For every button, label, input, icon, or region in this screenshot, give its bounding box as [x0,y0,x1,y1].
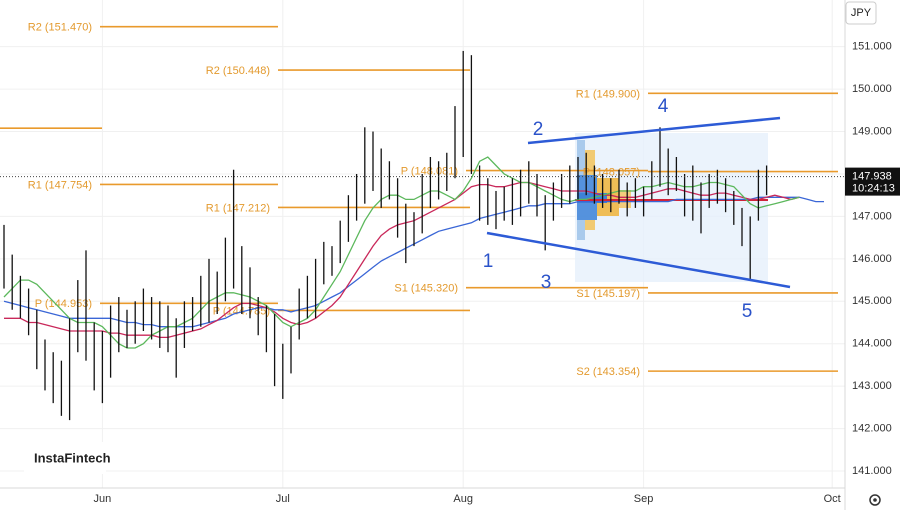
y-tick-label: 141.000 [852,465,892,477]
wave-label: 5 [742,301,753,322]
last-price-box [845,167,900,196]
wave-label: 2 [533,119,544,140]
level-label: R1 (149.900) [576,88,640,100]
level-label: P (148.057) [583,166,640,178]
currency-box[interactable] [845,1,877,25]
watermark-box [24,442,106,474]
y-tick-label: 144.000 [852,338,892,350]
level-label: S1 (145.197) [576,288,640,300]
level-label: R2 (150.448) [206,65,270,77]
wave-label: 4 [658,96,669,117]
annotations: 1 2 3 4 5 [483,96,753,322]
wave-label: 3 [541,272,552,293]
level-label: R1 (147.754) [28,179,92,191]
y-tick-label: 145.000 [852,295,892,307]
level-label: P (144.953) [35,298,92,310]
level-label: S2 (143.354) [576,366,640,378]
y-axis: 141.000 142.000 143.000 144.000 145.000 146.0… [852,41,892,477]
y-tick-label: 147.000 [852,210,892,222]
settings-icon-dot[interactable] [873,498,877,502]
currency-label[interactable]: JPY [851,7,872,19]
x-tick-label: Aug [453,493,473,505]
ma-line [3,156,800,349]
y-tick-label: 151.000 [852,41,892,53]
x-tick-label: Sep [634,493,654,505]
timer-label: 10:24:13 [852,183,895,195]
y-tick-label: 149.000 [852,125,892,137]
wave-label: 1 [483,251,494,272]
x-tick-label: Jul [276,493,290,505]
y-tick-label: 143.000 [852,380,892,392]
level-label: R1 (147.212) [206,202,270,214]
x-tick-label: Jun [94,493,112,505]
price-bars [3,50,768,421]
wedge-upper [527,116,781,145]
price-axis [845,0,900,510]
y-tick-label: 150.000 [852,83,892,95]
x-tick-label: Oct [824,493,841,505]
wedge-lower [486,231,791,289]
y-tick-label: 146.000 [852,253,892,265]
y-tick-label: 142.000 [852,422,892,434]
settings-icon[interactable] [869,494,881,506]
level-label: S1 (145.320) [394,283,458,295]
ma-line [4,181,800,339]
last-price-label: 147.938 [852,171,892,183]
watermark: InstaFintech [34,450,111,465]
level-label: P (148.081) [401,165,458,177]
x-axis: Jun Jul Aug Sep Oct [94,493,841,505]
level-label: R2 (151.470) [28,22,92,34]
